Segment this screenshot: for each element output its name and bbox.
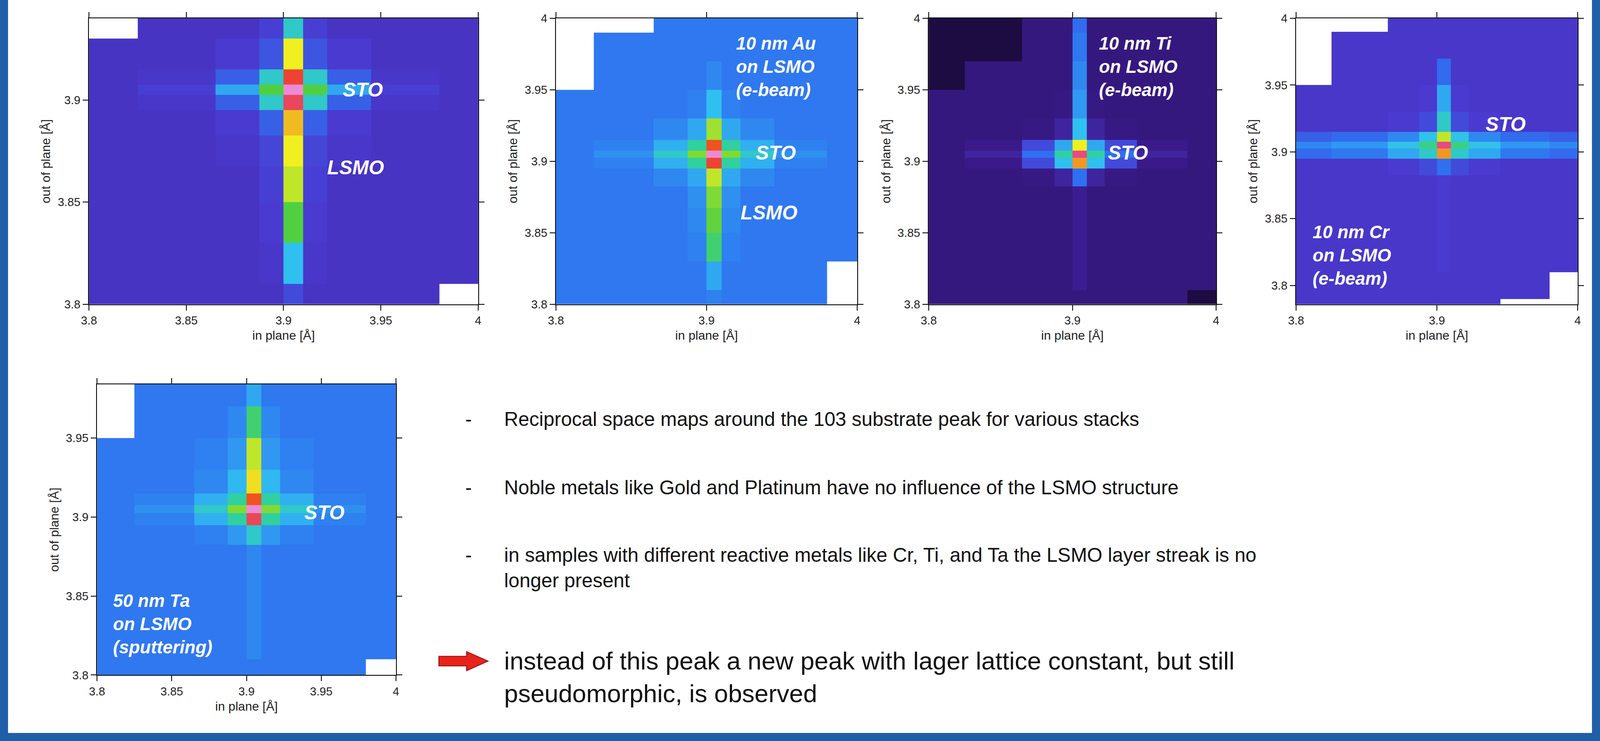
svg-text:10 nm Auon LSMO(e-beam): 10 nm Auon LSMO(e-beam)	[736, 33, 817, 100]
svg-text:3.85: 3.85	[897, 226, 921, 240]
svg-text:4: 4	[913, 11, 920, 26]
svg-text:out of plane [Å]: out of plane [Å]	[38, 119, 53, 204]
svg-text:instead of this peak a new pea: instead of this peak a new peak with lag…	[504, 646, 1235, 708]
svg-text:3.9: 3.9	[1064, 313, 1081, 328]
svg-text:3.8: 3.8	[64, 297, 81, 312]
svg-text:3.8: 3.8	[80, 313, 97, 328]
svg-text:3.85: 3.85	[1264, 211, 1288, 226]
svg-text:STO: STO	[1107, 141, 1149, 164]
svg-text:3.9: 3.9	[238, 684, 255, 699]
svg-text:3.8: 3.8	[1288, 313, 1305, 328]
svg-text:3.8: 3.8	[88, 684, 106, 699]
svg-text:in plane [Å]: in plane [Å]	[1041, 328, 1104, 343]
svg-text:in plane [Å]: in plane [Å]	[1405, 328, 1469, 343]
svg-text:Noble metals like Gold and Pla: Noble metals like Gold and Platinum have…	[504, 476, 1179, 499]
svg-text:50 nm Taon LSMO(sputtering): 50 nm Taon LSMO(sputtering)	[113, 590, 213, 657]
svg-text:3.95: 3.95	[524, 83, 548, 97]
svg-text:out of plane [Å]: out of plane [Å]	[879, 119, 893, 204]
svg-text:STO: STO	[342, 78, 384, 101]
svg-text:3.9: 3.9	[72, 510, 89, 524]
svg-text:3.8: 3.8	[547, 313, 565, 328]
svg-text:4: 4	[854, 313, 861, 328]
svg-text:3.9: 3.9	[904, 154, 921, 169]
svg-text:3.9: 3.9	[275, 313, 292, 328]
svg-text:in plane [Å]: in plane [Å]	[675, 328, 738, 343]
svg-text:LSMO: LSMO	[327, 156, 384, 179]
svg-text:4: 4	[540, 11, 548, 26]
svg-text:STO: STO	[1485, 113, 1526, 135]
svg-text:3.9: 3.9	[1271, 145, 1288, 159]
svg-text:in samples with different reac: in samples with different reactive metal…	[504, 543, 1257, 592]
svg-text:3.8: 3.8	[920, 313, 937, 328]
svg-text:3.9: 3.9	[1428, 313, 1445, 328]
svg-text:3.8: 3.8	[1271, 278, 1288, 293]
svg-text:4: 4	[1280, 11, 1288, 26]
svg-text:10 nm Tion LSMO(e-beam): 10 nm Tion LSMO(e-beam)	[1098, 33, 1178, 100]
svg-text:-: -	[465, 408, 472, 430]
svg-text:-: -	[465, 543, 472, 566]
svg-text:4: 4	[1212, 313, 1220, 328]
svg-text:3.85: 3.85	[57, 195, 81, 209]
svg-text:3.95: 3.95	[65, 431, 89, 445]
svg-text:3.8: 3.8	[531, 297, 548, 312]
svg-text:in plane [Å]: in plane [Å]	[214, 699, 278, 714]
svg-text:Reciprocal space maps around t: Reciprocal space maps around the 103 sub…	[504, 408, 1140, 430]
svg-text:-: -	[465, 476, 472, 499]
svg-text:in plane [Å]: in plane [Å]	[252, 328, 315, 343]
svg-text:4: 4	[475, 313, 482, 328]
svg-text:3.95: 3.95	[369, 313, 393, 328]
svg-text:3.85: 3.85	[174, 313, 198, 328]
svg-text:3.9: 3.9	[698, 313, 715, 328]
svg-text:3.95: 3.95	[1264, 78, 1288, 93]
svg-text:3.85: 3.85	[65, 589, 89, 603]
svg-text:3.85: 3.85	[524, 226, 548, 240]
svg-text:STO: STO	[304, 501, 345, 524]
svg-text:3.9: 3.9	[531, 154, 548, 169]
svg-text:3.8: 3.8	[72, 668, 89, 683]
svg-text:3.95: 3.95	[897, 83, 921, 97]
svg-text:3.95: 3.95	[309, 684, 333, 699]
svg-text:out of plane [Å]: out of plane [Å]	[1246, 119, 1260, 204]
svg-text:out of plane [Å]: out of plane [Å]	[505, 119, 520, 204]
svg-text:3.9: 3.9	[64, 93, 81, 107]
svg-text:3.8: 3.8	[904, 297, 921, 312]
svg-text:LSMO: LSMO	[740, 201, 798, 224]
svg-text:10 nm Cron LSMO(e-beam): 10 nm Cron LSMO(e-beam)	[1312, 222, 1392, 289]
svg-text:STO: STO	[755, 141, 796, 164]
svg-text:4: 4	[392, 684, 400, 699]
svg-text:out of plane [Å]: out of plane [Å]	[47, 487, 62, 572]
svg-text:3.85: 3.85	[160, 684, 184, 699]
svg-text:4: 4	[1574, 313, 1581, 328]
